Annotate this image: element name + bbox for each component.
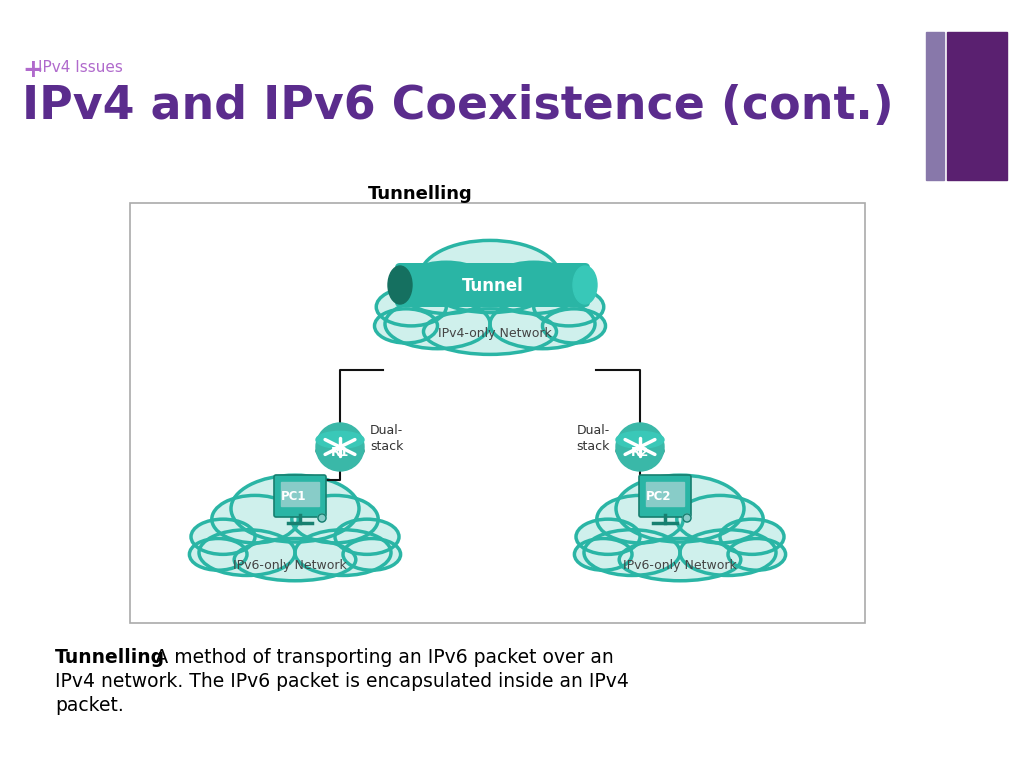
Text: PC1: PC1 bbox=[281, 489, 306, 502]
Text: PC2: PC2 bbox=[646, 489, 672, 502]
Text: IPv4-only Network: IPv4-only Network bbox=[438, 326, 552, 339]
Ellipse shape bbox=[620, 538, 740, 581]
Ellipse shape bbox=[191, 519, 255, 554]
Text: Dual-
stack: Dual- stack bbox=[577, 425, 610, 453]
Ellipse shape bbox=[316, 442, 364, 459]
Ellipse shape bbox=[574, 538, 632, 570]
FancyBboxPatch shape bbox=[274, 475, 326, 517]
Bar bbox=[947, 32, 1007, 180]
Ellipse shape bbox=[597, 495, 683, 543]
Ellipse shape bbox=[212, 495, 298, 543]
Bar bbox=[130, 203, 865, 623]
Ellipse shape bbox=[677, 495, 763, 543]
Circle shape bbox=[683, 514, 691, 522]
Ellipse shape bbox=[388, 266, 412, 304]
Text: IPv4 and IPv6 Coexistence (cont.): IPv4 and IPv6 Coexistence (cont.) bbox=[22, 84, 894, 129]
FancyBboxPatch shape bbox=[395, 263, 590, 307]
Ellipse shape bbox=[680, 530, 776, 575]
Ellipse shape bbox=[616, 432, 664, 449]
Ellipse shape bbox=[231, 475, 359, 542]
Bar bbox=[926, 32, 944, 180]
Text: IPv6-only Network: IPv6-only Network bbox=[233, 558, 347, 571]
Ellipse shape bbox=[543, 309, 605, 343]
Ellipse shape bbox=[573, 266, 597, 304]
Ellipse shape bbox=[490, 300, 595, 349]
Ellipse shape bbox=[199, 530, 295, 575]
Text: packet.: packet. bbox=[55, 696, 124, 715]
Bar bbox=[281, 482, 319, 506]
Text: IPv4 Issues: IPv4 Issues bbox=[38, 60, 123, 75]
Circle shape bbox=[318, 514, 326, 522]
Text: Tunnelling: Tunnelling bbox=[55, 648, 165, 667]
Ellipse shape bbox=[616, 442, 664, 459]
Text: Tunnelling: Tunnelling bbox=[368, 185, 472, 203]
Text: :  A method of transporting an IPv6 packet over an: : A method of transporting an IPv6 packe… bbox=[137, 648, 613, 667]
Ellipse shape bbox=[343, 538, 400, 570]
Ellipse shape bbox=[385, 300, 490, 349]
Ellipse shape bbox=[728, 538, 785, 570]
Bar bbox=[646, 482, 684, 506]
Ellipse shape bbox=[292, 495, 378, 543]
Ellipse shape bbox=[720, 519, 784, 554]
Ellipse shape bbox=[424, 309, 556, 354]
Ellipse shape bbox=[376, 288, 446, 326]
Text: Dual-
stack: Dual- stack bbox=[370, 425, 403, 453]
Ellipse shape bbox=[316, 432, 364, 449]
Ellipse shape bbox=[584, 530, 680, 575]
Text: +: + bbox=[22, 58, 43, 82]
Ellipse shape bbox=[534, 288, 604, 326]
Ellipse shape bbox=[420, 240, 560, 313]
Text: R1: R1 bbox=[331, 446, 349, 459]
Ellipse shape bbox=[399, 262, 494, 313]
Ellipse shape bbox=[486, 262, 581, 313]
Ellipse shape bbox=[335, 519, 399, 554]
Text: IPv6-only Network: IPv6-only Network bbox=[624, 558, 737, 571]
Ellipse shape bbox=[616, 475, 744, 542]
Circle shape bbox=[616, 423, 664, 471]
Ellipse shape bbox=[375, 309, 437, 343]
FancyBboxPatch shape bbox=[639, 475, 691, 517]
Circle shape bbox=[316, 423, 364, 471]
Text: Tunnel: Tunnel bbox=[462, 277, 523, 295]
Ellipse shape bbox=[295, 530, 391, 575]
Ellipse shape bbox=[189, 538, 247, 570]
Ellipse shape bbox=[575, 519, 640, 554]
Text: IPv4 network. The IPv6 packet is encapsulated inside an IPv4: IPv4 network. The IPv6 packet is encapsu… bbox=[55, 672, 629, 691]
Ellipse shape bbox=[234, 538, 355, 581]
Text: R2: R2 bbox=[631, 446, 649, 459]
